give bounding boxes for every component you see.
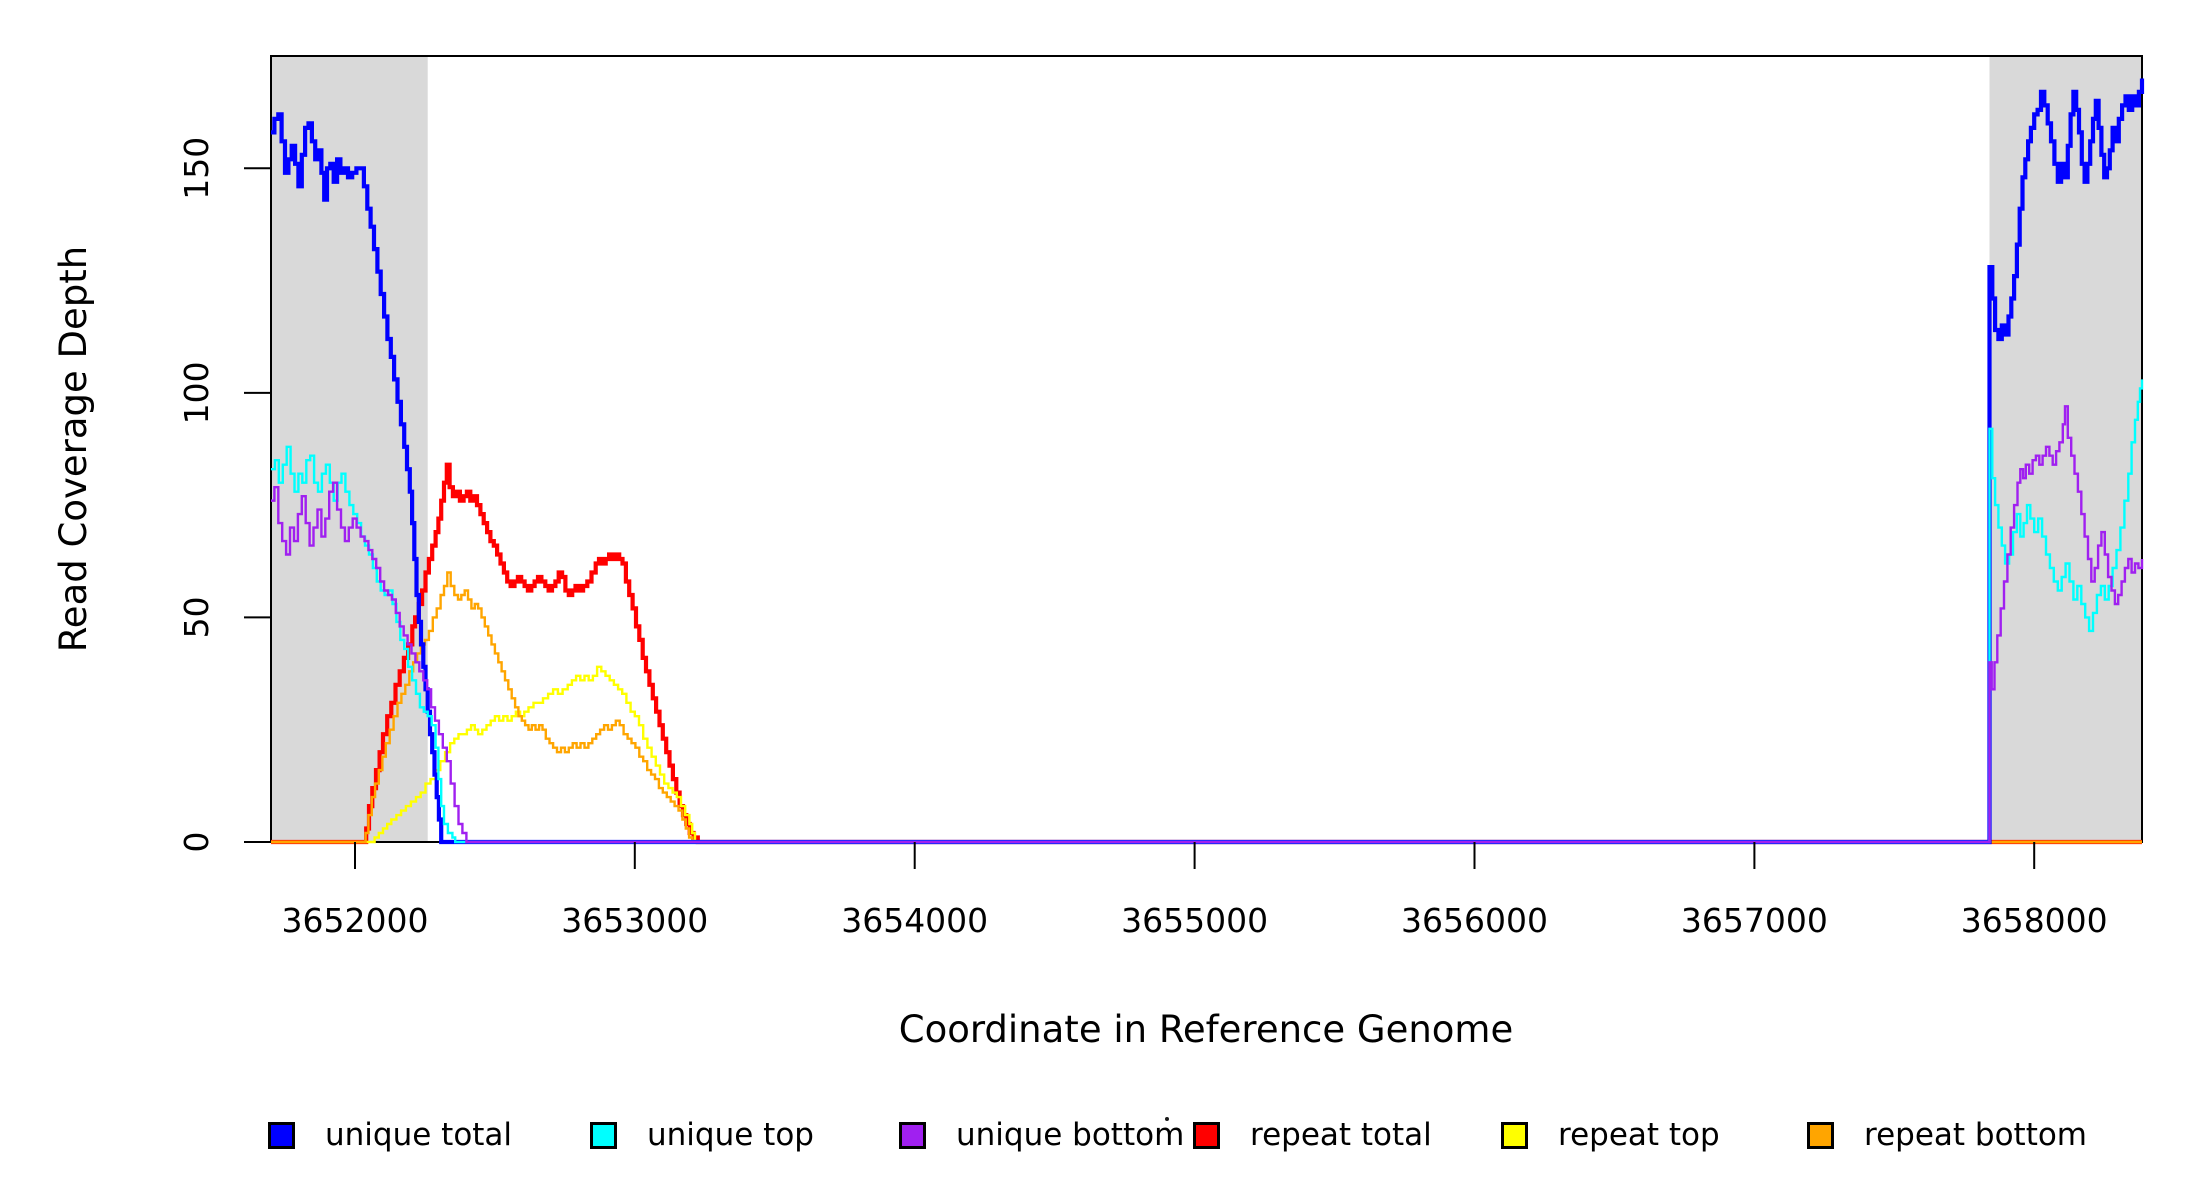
x-tick-label-1: 3653000 [561,901,708,940]
highlight-band-1 [1989,56,2142,842]
series-line-unique-top [271,379,2144,844]
legend-label: repeat bottom [1864,1117,2088,1153]
stray-point-marker [1165,1117,1169,1121]
series-line-unique-bottom [271,405,2144,844]
x-tick-label-3: 3655000 [1121,901,1268,940]
legend-label: unique bottom [956,1117,1185,1153]
series-lines [271,78,2145,845]
x-tick-label-6: 3658000 [1961,901,2108,940]
series-line-unique-total [271,78,2145,845]
series-line-repeat-total [271,462,2142,845]
legend-item-unique-bottom: unique bottom [899,1112,1184,1158]
series-line-repeat-bottom [271,571,2142,844]
y-tick-label-3: 150 [177,137,216,200]
x-axis-ticks: 3652000 3653000 3654000 3655000 3656000 36570… [282,842,2108,940]
x-tick-label-0: 3652000 [282,901,429,940]
legend-item-repeat-top: repeat top [1501,1112,1720,1158]
legend-item-unique-top: unique top [590,1112,814,1158]
x-axis-title: Coordinate in Reference Genome [899,1008,1514,1051]
x-tick-label-5: 3657000 [1681,901,1828,940]
legend-label: unique top [647,1117,814,1153]
y-tick-label-1: 50 [177,596,216,638]
legend-item-unique-total: unique total [268,1112,512,1158]
y-tick-label-0: 0 [177,832,216,853]
legend-item-repeat-bottom: repeat bottom [1807,1112,2087,1158]
x-tick-label-4: 3656000 [1401,901,1548,940]
legend: unique total unique top unique bottom repea… [0,1112,2200,1158]
x-tick-label-2: 3654000 [841,901,988,940]
legend-item-repeat-total: repeat total [1193,1112,1432,1158]
legend-swatch-icon [268,1121,295,1149]
plot-border [270,55,2143,843]
legend-label: repeat top [1558,1117,1720,1153]
legend-label: repeat total [1250,1117,1432,1153]
legend-label: unique total [325,1117,513,1153]
y-tick-label-2: 100 [177,361,216,424]
series-line-repeat-top [271,665,2142,844]
highlight-bands [271,56,2142,842]
y-axis-ticks: 0 50 100 150 [177,137,271,853]
legend-swatch-icon [590,1121,617,1149]
legend-swatch-icon [1193,1121,1220,1149]
legend-swatch-icon [1501,1121,1528,1149]
legend-swatch-icon [899,1121,926,1149]
legend-swatch-icon [1807,1121,1834,1149]
y-axis-title: Read Coverage Depth [52,246,95,652]
